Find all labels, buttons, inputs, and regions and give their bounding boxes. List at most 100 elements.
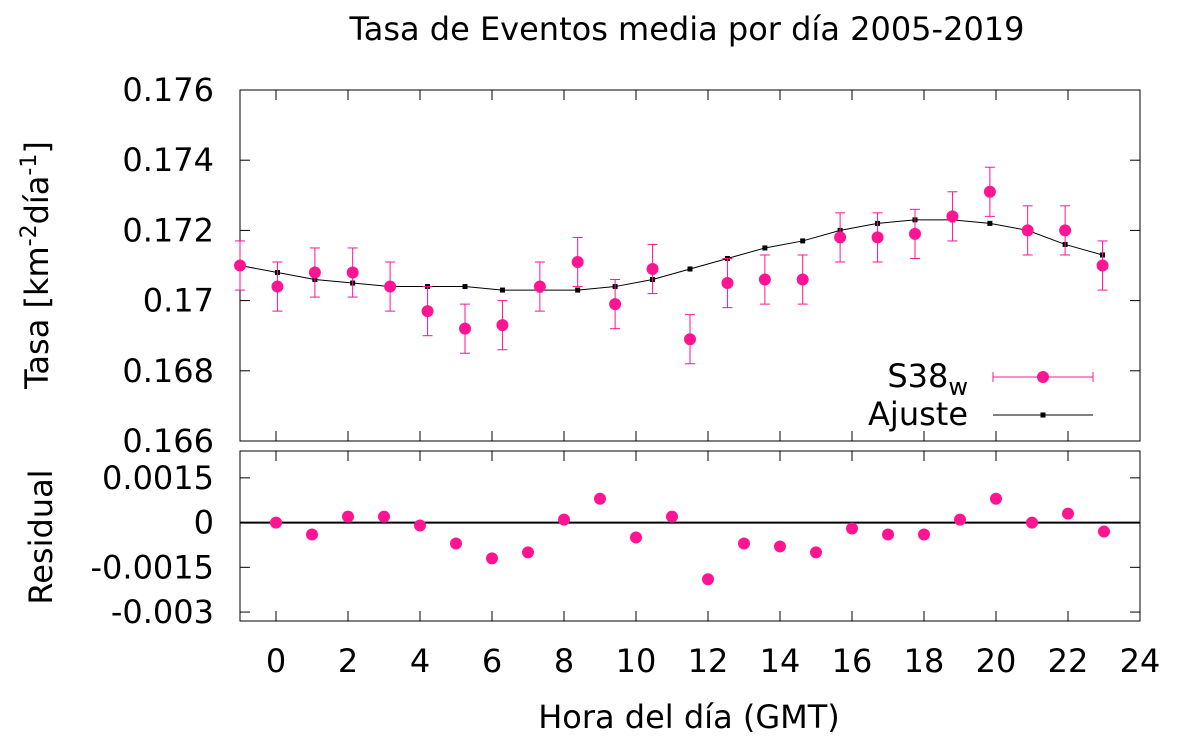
data-marker [983, 185, 996, 198]
residual-point [270, 516, 282, 529]
residual-point [846, 522, 858, 535]
main-y-tick-label: 0.166 [122, 422, 214, 460]
data-point [796, 254, 809, 305]
main-y-tick-label: 0.176 [122, 71, 214, 109]
data-point [1059, 205, 1072, 256]
data-point [533, 261, 546, 312]
data-point [459, 303, 471, 354]
data-series [234, 166, 1109, 365]
residual-point [1098, 525, 1110, 538]
data-point [1096, 240, 1109, 291]
data-point [1021, 205, 1034, 256]
residual-plot-frame [239, 450, 1141, 622]
residual-point [486, 552, 498, 565]
residual-point [990, 492, 1002, 505]
residual-point [558, 513, 570, 526]
residual-y-tick-label: 0.0015 [102, 459, 214, 497]
residual-point [918, 528, 930, 541]
residual-series [270, 492, 1110, 586]
data-marker [308, 266, 321, 279]
x-tick-label: 20 [976, 642, 1017, 680]
data-marker [684, 333, 696, 346]
residual-point [378, 510, 390, 523]
legend-label-data: S38w [887, 357, 968, 401]
data-point [571, 236, 584, 288]
data-point [346, 247, 359, 298]
x-tick-label: 10 [616, 642, 657, 680]
x-tick-label: 2 [338, 642, 358, 680]
residual-point [522, 546, 534, 559]
main-y-axis-label: Tasa [km-2día-1] [17, 141, 56, 390]
x-tick-label: 22 [1048, 642, 1089, 680]
legend-label-fit: Ajuste [868, 395, 968, 433]
data-point [646, 243, 659, 295]
data-marker [609, 298, 622, 311]
data-marker [1059, 224, 1072, 237]
data-point [308, 247, 321, 298]
fit-point [987, 220, 993, 226]
x-tick-label: 16 [832, 642, 873, 680]
main-ticks: 0.166 0.168 0.17 0.172 0.174 0.176 [122, 71, 1140, 460]
data-marker [234, 259, 246, 272]
residual-y-axis-label: Residual [22, 469, 60, 604]
data-marker [1096, 259, 1109, 272]
data-marker [421, 305, 434, 318]
data-marker [796, 273, 809, 286]
fit-line [239, 219, 1103, 291]
main-y-tick-label: 0.168 [122, 352, 214, 390]
data-marker [834, 231, 847, 244]
data-marker [271, 280, 284, 293]
x-tick-label: 0 [266, 642, 286, 680]
data-point [758, 254, 771, 305]
data-marker [758, 273, 771, 286]
data-marker [496, 319, 509, 332]
data-marker [1021, 224, 1034, 237]
data-point [909, 208, 921, 259]
data-point [834, 212, 847, 263]
residual-point [1026, 516, 1038, 529]
data-marker [346, 266, 359, 279]
fit-point [462, 284, 468, 290]
residual-point [306, 528, 318, 541]
residual-point [954, 513, 966, 526]
data-point [946, 191, 959, 242]
fit-point [687, 266, 693, 272]
data-point [871, 212, 884, 263]
residual-point [738, 537, 750, 550]
fit-series [237, 217, 1106, 293]
residual-point [882, 528, 894, 541]
residual-point [630, 531, 642, 544]
residual-y-tick-label: 0 [194, 504, 214, 542]
data-marker [646, 263, 659, 276]
data-marker [384, 280, 397, 293]
residual-point [810, 546, 822, 559]
main-y-tick-label: 0.174 [122, 141, 214, 179]
data-point [721, 257, 734, 309]
main-panel: 0.166 0.168 0.17 0.172 0.174 0.176 Tasa [km-2… [17, 71, 1141, 460]
x-tick-label: 12 [688, 642, 729, 680]
x-tick-label: 24 [1120, 642, 1161, 680]
data-marker [946, 210, 959, 223]
data-marker [721, 277, 734, 290]
x-axis-label: Hora del día (GMT) [538, 698, 840, 736]
data-point [271, 261, 284, 312]
x-tick-label: 8 [554, 642, 574, 680]
legend-marker-data [992, 371, 1094, 383]
main-y-tick-label: 0.172 [122, 211, 214, 249]
x-tick-label: 18 [904, 642, 945, 680]
residual-point [702, 573, 714, 586]
chart-title: Tasa de Eventos media por día 2005-2019 [348, 10, 1024, 48]
legend-marker-fit [993, 412, 1093, 418]
main-plot-frame [239, 89, 1141, 442]
legend: S38w Ajuste [868, 357, 1094, 433]
data-point [609, 279, 622, 330]
data-marker [533, 280, 546, 293]
residual-panel: 0.0015 0 -0.0015 -0.003 Residual [22, 450, 1141, 631]
fit-point [800, 238, 806, 244]
residual-point [666, 510, 678, 523]
data-marker [871, 231, 884, 244]
fit-point [575, 287, 581, 293]
fit-point [762, 245, 768, 251]
residual-point [1062, 507, 1074, 520]
residual-y-tick-label: -0.003 [111, 593, 214, 631]
